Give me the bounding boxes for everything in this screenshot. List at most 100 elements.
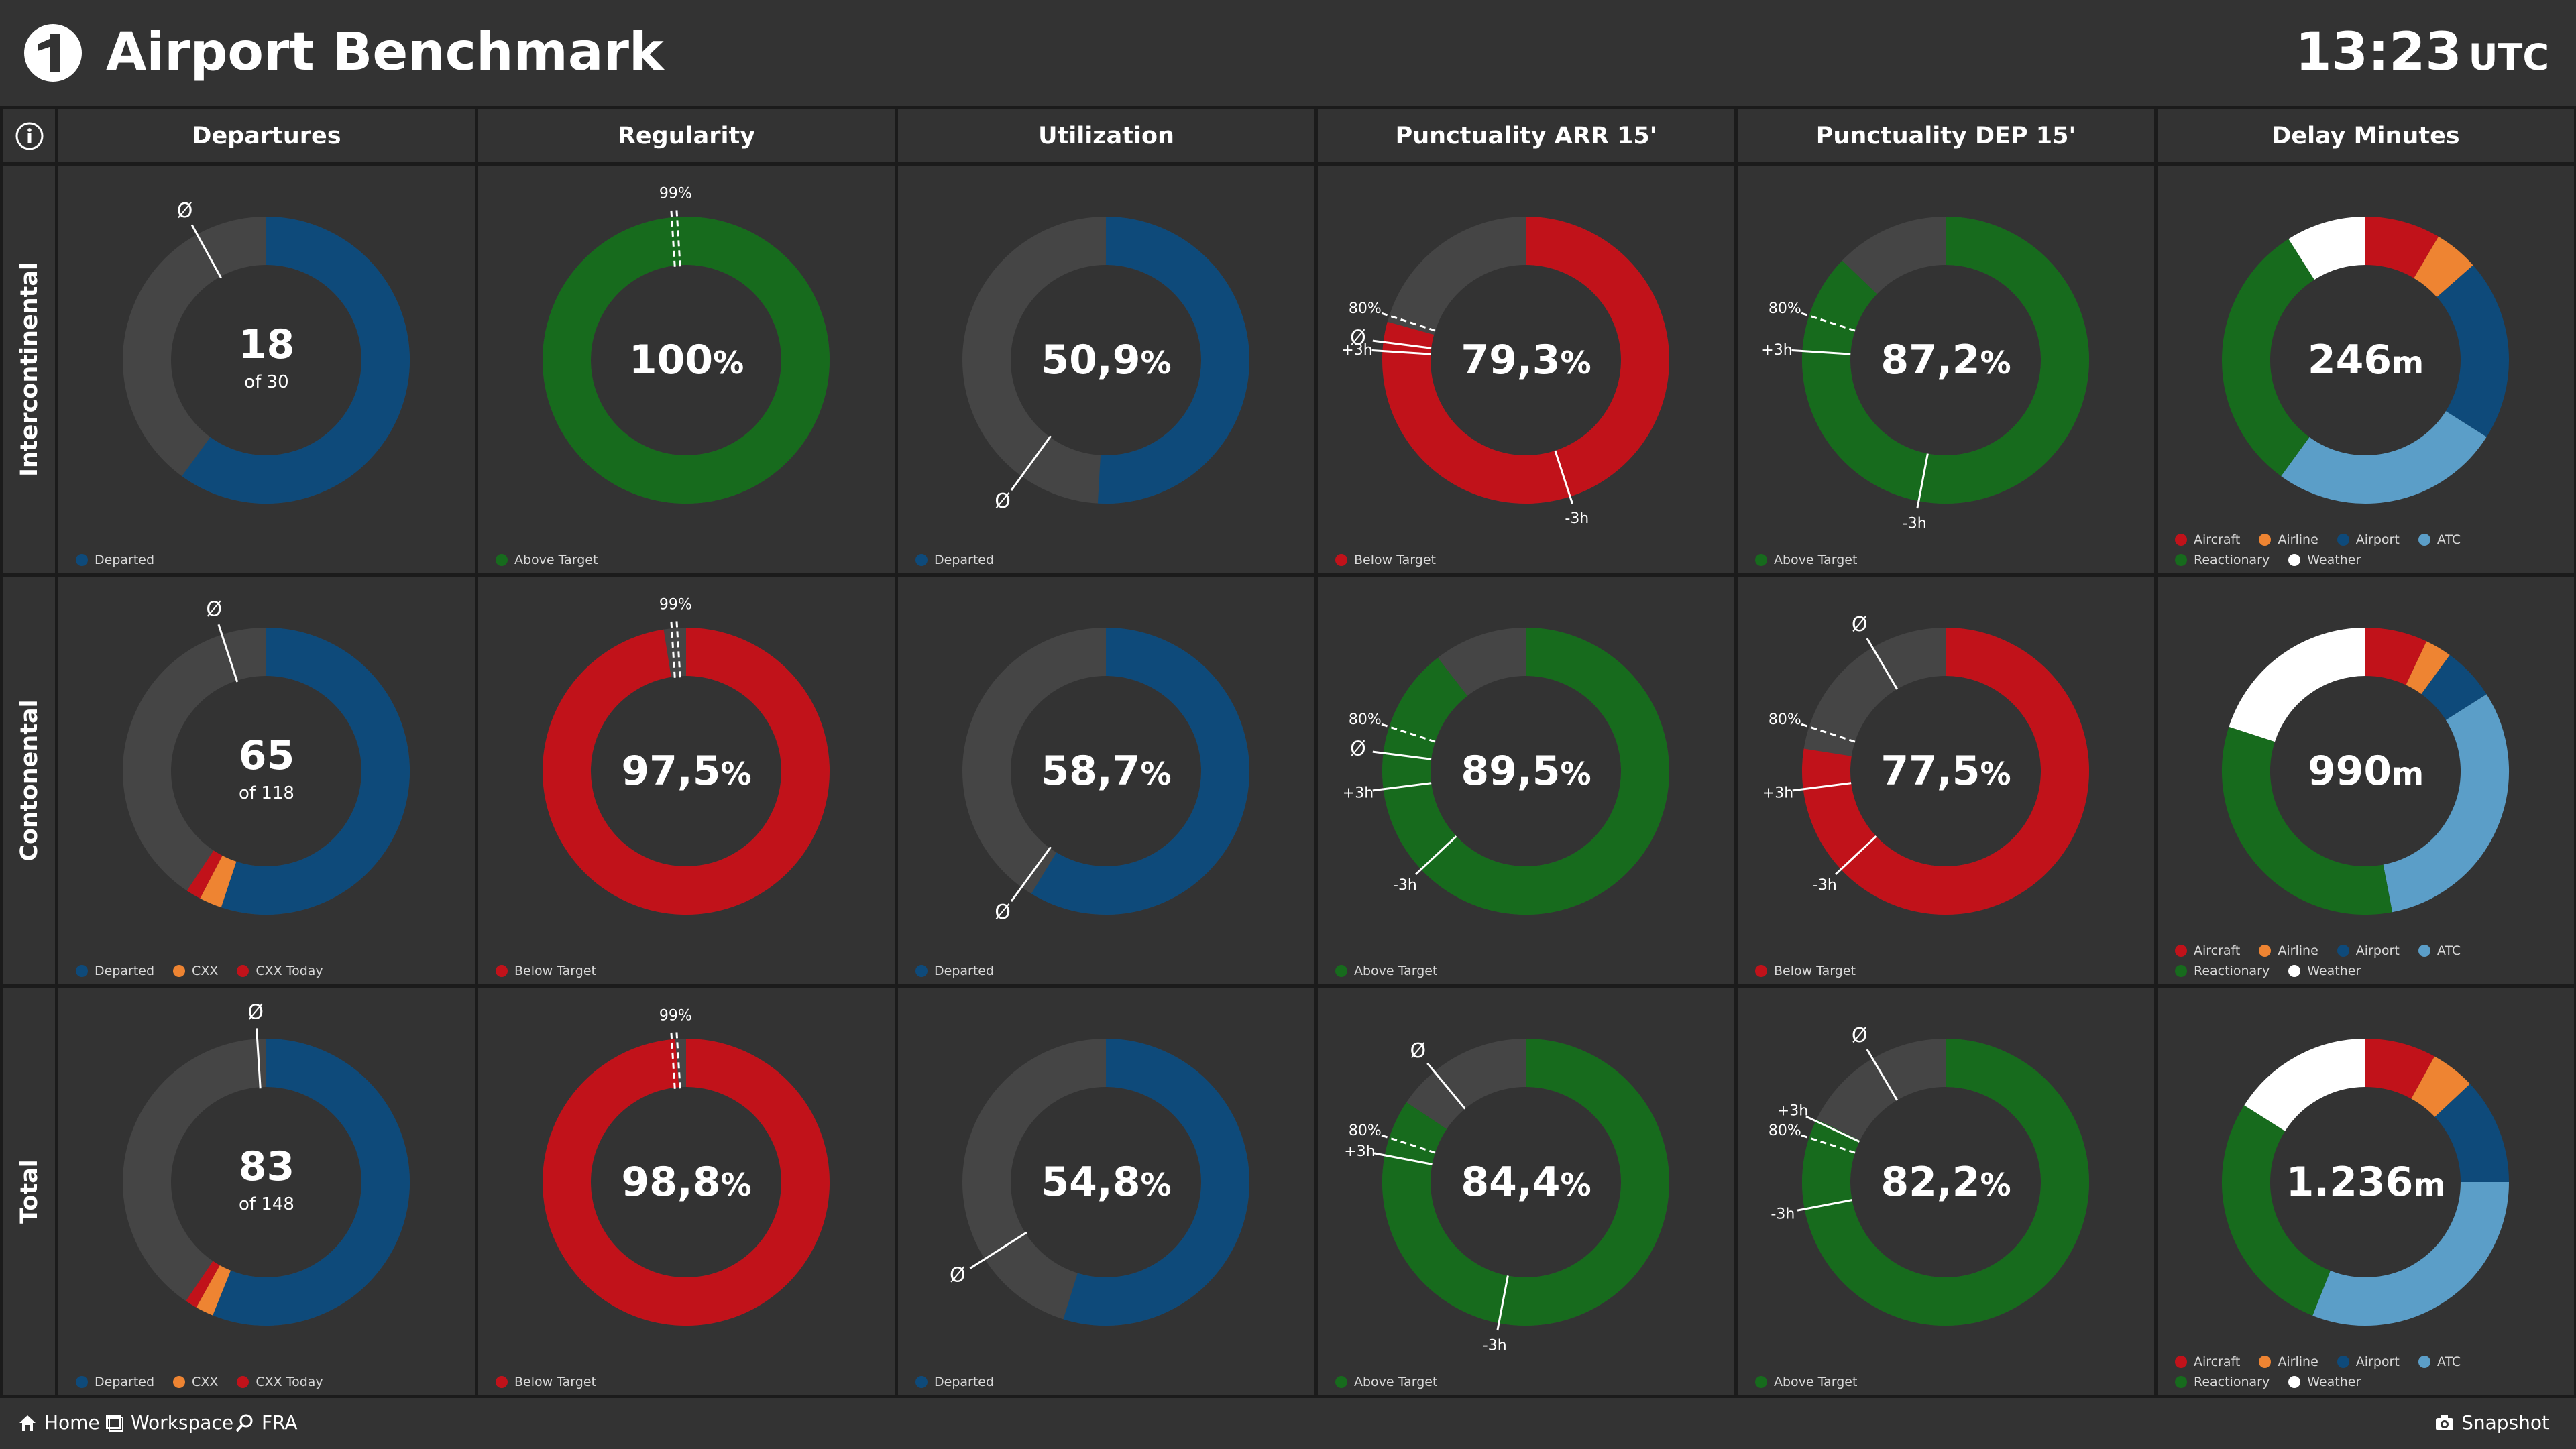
legend-label: Above Target bbox=[1774, 1375, 1858, 1389]
kpi-value: 89,5% bbox=[1318, 748, 1734, 797]
row-header-label: Intercontinental bbox=[15, 262, 43, 477]
tile-total-regularity[interactable]: 99% 98,8% Below Target bbox=[478, 988, 895, 1395]
legend-label: Airport bbox=[2355, 532, 2400, 547]
minus3h-marker-label: -3h bbox=[1903, 516, 1927, 532]
tile-intercontinental-punctuality-dep-15[interactable]: 80% +3h -3h 87,2% Above Target bbox=[1738, 166, 2154, 573]
tile-total-departures[interactable]: Ø 83 of 148 Departed CXX CXX Today bbox=[58, 988, 475, 1395]
legend-label: ATC bbox=[2437, 532, 2461, 547]
donut-chart bbox=[2222, 217, 2509, 504]
donut-segment-weather bbox=[2288, 217, 2366, 280]
minus3h-marker-line bbox=[1414, 835, 1457, 876]
column-header-punctuality-dep-15: Punctuality DEP 15' bbox=[1738, 109, 2154, 162]
legend-label: Departed bbox=[95, 964, 155, 978]
legend-swatch bbox=[1755, 554, 1767, 566]
legend-swatch bbox=[2259, 945, 2272, 957]
tile-intercontinental-departures[interactable]: Ø 18 of 30 Departed bbox=[58, 166, 475, 573]
kpi-number: 84,4 bbox=[1461, 1159, 1561, 1206]
legend-item-above-target: Above Target bbox=[1335, 964, 1437, 978]
kpi-unit: m bbox=[2392, 345, 2424, 381]
legend-label: ATC bbox=[2437, 943, 2461, 958]
legend-item-airline: Airline bbox=[2259, 943, 2318, 958]
donut-segment-atc bbox=[2281, 410, 2487, 504]
kpi-value: 98,8% bbox=[478, 1159, 895, 1208]
tile-contonental-departures[interactable]: Ø 65 of 118 Departed CXX CXX Today bbox=[58, 577, 475, 984]
kpi-value: 83 bbox=[58, 1143, 475, 1190]
minus3h-marker-line bbox=[1554, 450, 1573, 504]
legend-item-atc: ATC bbox=[2418, 943, 2461, 958]
info-icon bbox=[15, 122, 43, 150]
minus3h-marker-label: -3h bbox=[1483, 1338, 1507, 1354]
avg-marker-label: Ø bbox=[1350, 737, 1366, 760]
donut-segment-value bbox=[1063, 1039, 1249, 1326]
legend-label: Below Target bbox=[1774, 964, 1856, 978]
donut-segment-reactionary bbox=[2222, 1105, 2331, 1316]
legend-item-airline: Airline bbox=[2259, 532, 2318, 547]
info-button[interactable] bbox=[3, 109, 55, 162]
avg-marker-label: Ø bbox=[995, 901, 1011, 924]
legend-item-cxx: CXX bbox=[173, 964, 218, 978]
tile-contonental-regularity[interactable]: 99% 97,5% Below Target bbox=[478, 577, 895, 984]
search-icon bbox=[235, 1414, 253, 1432]
tile-total-punctuality-arr-15[interactable]: 80% Ø +3h -3h 84,4% Above Target bbox=[1318, 988, 1734, 1395]
donut-chart: Ø bbox=[123, 597, 410, 915]
donut-segment-weather bbox=[2229, 628, 2366, 742]
legend-label: Above Target bbox=[514, 553, 598, 567]
donut-segment-airport bbox=[2436, 265, 2509, 437]
donut-chart: Ø bbox=[962, 217, 1249, 513]
tile-contonental-punctuality-arr-15[interactable]: 80% Ø +3h -3h 89,5% Above Target bbox=[1318, 577, 1734, 984]
workspace-link[interactable]: Workspace bbox=[104, 1411, 233, 1434]
legend-item-aircraft: Aircraft bbox=[2175, 943, 2240, 958]
tile-total-punctuality-dep-15[interactable]: 80% Ø +3h -3h 82,2% Above Target bbox=[1738, 988, 2154, 1395]
chart-legend: Below Target bbox=[496, 1375, 615, 1389]
donut-segment-value bbox=[543, 217, 830, 504]
kpi-total: of 148 bbox=[239, 1194, 294, 1214]
donut-chart: Ø bbox=[962, 628, 1249, 924]
legend-label: Above Target bbox=[1774, 553, 1858, 567]
tile-intercontinental-punctuality-arr-15[interactable]: 80% Ø +3h -3h 79,3% Below Target bbox=[1318, 166, 1734, 573]
clock-timezone: UTC bbox=[2468, 36, 2549, 78]
legend-item-departed: Departed bbox=[915, 964, 994, 978]
legend-swatch bbox=[2175, 1356, 2187, 1368]
legend-swatch bbox=[1335, 965, 1347, 977]
legend-item-aircraft: Aircraft bbox=[2175, 532, 2240, 547]
legend-item-reactionary: Reactionary bbox=[2175, 964, 2270, 978]
donut-chart: 80% Ø +3h -3h bbox=[1762, 613, 2089, 915]
p80-marker-label: 80% bbox=[1349, 1122, 1382, 1139]
donut-chart: 80% +3h -3h bbox=[1761, 217, 2089, 532]
tile-intercontinental-utilization[interactable]: Ø 50,9% Departed bbox=[898, 166, 1314, 573]
home-link[interactable]: Home bbox=[17, 1411, 100, 1434]
legend-item-reactionary: Reactionary bbox=[2175, 553, 2270, 567]
legend-label: Aircraft bbox=[2194, 943, 2241, 958]
tile-total-delay-minutes[interactable]: 1.236m Aircraft Airline Airport ATC Reactiona… bbox=[2158, 988, 2574, 1395]
row-header-contonental: Contonental bbox=[3, 577, 55, 984]
avg-marker-line bbox=[1866, 1049, 1899, 1101]
snapshot-button[interactable]: Snapshot bbox=[2434, 1411, 2549, 1434]
tile-total-utilization[interactable]: Ø 54,8% Departed bbox=[898, 988, 1314, 1395]
donut-segment-atc bbox=[2312, 1181, 2509, 1326]
minus3h-marker-label: -3h bbox=[1813, 877, 1837, 894]
minus3h-marker-line bbox=[1916, 453, 1929, 509]
donut-segment-value bbox=[1802, 628, 2089, 915]
avg-marker-label: Ø bbox=[1852, 1024, 1868, 1047]
workspace-icon bbox=[106, 1415, 123, 1432]
tile-contonental-delay-minutes[interactable]: 990m Aircraft Airline Airport ATC Reactionary… bbox=[2158, 577, 2574, 984]
tile-intercontinental-delay-minutes[interactable]: 246m Aircraft Airline Airport ATC Reactionary… bbox=[2158, 166, 2574, 573]
kpi-unit: % bbox=[1980, 1167, 2011, 1203]
search-link[interactable]: FRA bbox=[235, 1411, 298, 1434]
tile-contonental-utilization[interactable]: Ø 58,7% Departed bbox=[898, 577, 1314, 984]
column-header-delay-minutes: Delay Minutes bbox=[2158, 109, 2574, 162]
donut-segment-reactionary bbox=[2222, 726, 2393, 915]
tile-contonental-punctuality-dep-15[interactable]: 80% Ø +3h -3h 77,5% Below Target bbox=[1738, 577, 2154, 984]
tile-intercontinental-regularity[interactable]: 99% 100% Above Target bbox=[478, 166, 895, 573]
legend-label: CXX Today bbox=[256, 964, 323, 978]
target-marker-label: 99% bbox=[659, 1007, 692, 1024]
legend-swatch bbox=[2337, 534, 2349, 546]
donut-chart: 99% bbox=[543, 596, 830, 915]
donut-segment-departed bbox=[182, 217, 410, 504]
chart-legend: Above Target bbox=[1335, 1375, 1456, 1389]
legend-swatch bbox=[1755, 965, 1767, 977]
kpi-value: 87,2% bbox=[1738, 337, 2154, 386]
workspace-label: Workspace bbox=[131, 1411, 234, 1434]
p80-marker-label: 80% bbox=[1349, 300, 1382, 317]
avg-marker-line bbox=[256, 1028, 262, 1089]
